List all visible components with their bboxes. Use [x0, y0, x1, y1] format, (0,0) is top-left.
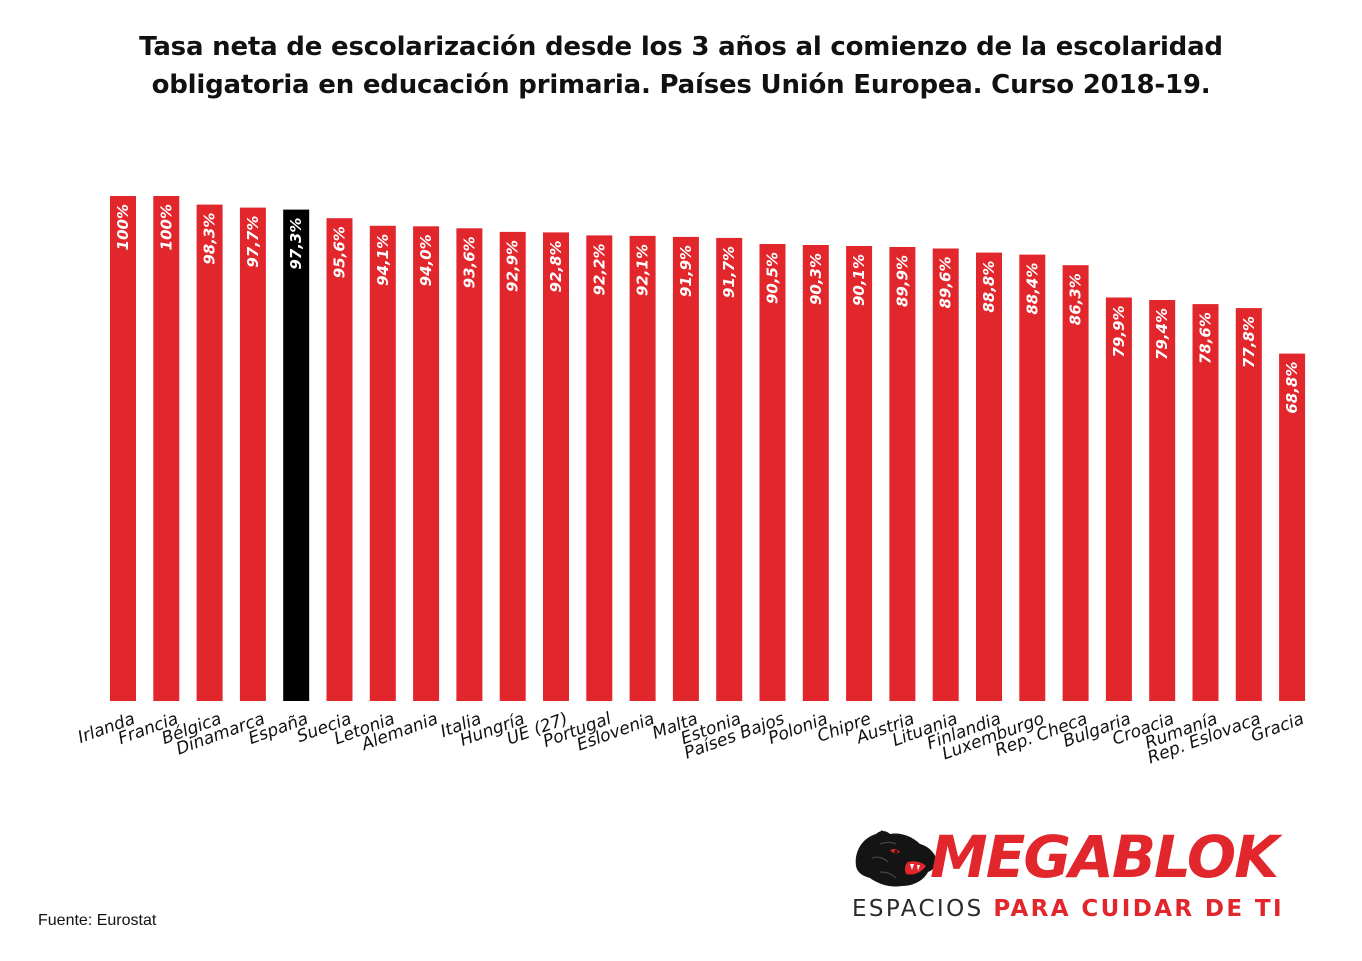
- bar-17: [802, 245, 829, 701]
- bar-21: [976, 252, 1002, 701]
- chart-title: Tasa neta de escolarización desde los 3 …: [20, 28, 1342, 104]
- value-label-28: 68,8%: [1283, 362, 1301, 414]
- value-label-24: 79,9%: [1110, 306, 1128, 358]
- bar-14: [672, 236, 699, 701]
- bar-12: [586, 235, 613, 701]
- bar-1: [110, 196, 136, 701]
- value-label-22: 88,4%: [1023, 263, 1041, 315]
- value-label-13: 92,1%: [634, 244, 652, 296]
- value-label-11: 92,8%: [547, 240, 565, 292]
- bar-25: [1149, 300, 1176, 701]
- brand-logo: MEGABLOK ESPACIOS PARA CUIDAR DE TI: [850, 822, 1320, 932]
- bar-11: [543, 232, 569, 701]
- value-label-10: 92,9%: [504, 240, 522, 292]
- value-label-17: 90,3%: [807, 253, 825, 305]
- value-label-16: 90,5%: [764, 252, 782, 304]
- bar-19: [889, 247, 916, 701]
- value-label-18: 90,1%: [850, 254, 868, 306]
- value-label-21: 88,8%: [980, 261, 998, 313]
- bar-15: [716, 237, 743, 701]
- bar-4: [239, 207, 266, 701]
- bar-20: [932, 248, 959, 701]
- value-label-6: 95,6%: [331, 226, 349, 278]
- value-label-4: 97,7%: [244, 216, 262, 268]
- brand-tagline-plain: ESPACIOS: [852, 896, 984, 922]
- bar-8: [413, 226, 440, 702]
- bar-24: [1105, 297, 1132, 701]
- category-labels-layer: IrlandaFranciaBélgicaDinamarcaEspañaSuec…: [75, 709, 1307, 769]
- value-label-20: 89,6%: [937, 257, 955, 309]
- value-label-25: 79,4%: [1153, 308, 1171, 360]
- value-label-15: 91,7%: [720, 246, 738, 298]
- bar-2: [153, 196, 180, 701]
- value-label-9: 93,6%: [460, 236, 478, 288]
- bar-28: [1279, 353, 1306, 701]
- value-label-14: 91,9%: [677, 245, 695, 297]
- value-label-26: 78,6%: [1197, 312, 1215, 364]
- bar-18: [846, 246, 873, 701]
- value-label-2: 100%: [157, 204, 175, 250]
- bar-13: [629, 235, 656, 701]
- bars-layer: [110, 196, 1306, 702]
- chart-title-line-2: obligatoria en educación primaria. Paíse…: [151, 70, 1211, 100]
- source-note: Fuente: Eurostat: [38, 912, 157, 929]
- value-label-19: 89,9%: [893, 255, 911, 307]
- value-label-23: 86,3%: [1067, 273, 1085, 325]
- bar-26: [1192, 304, 1219, 701]
- value-labels-layer: 100% 100% 98,3% 97,7% 97,3% 95,6% 94,1% 94,0% 93…: [114, 204, 1301, 414]
- bar-27: [1235, 308, 1262, 701]
- value-label-5: 97,3%: [287, 218, 305, 270]
- bar-10: [499, 231, 526, 701]
- bar-6: [326, 218, 353, 701]
- value-label-8: 94,0%: [417, 234, 435, 286]
- bar-9: [456, 228, 483, 702]
- bar-22: [1019, 254, 1046, 701]
- bar-3: [196, 204, 223, 701]
- value-label-3: 98,3%: [201, 213, 219, 265]
- value-label-1: 100%: [114, 204, 132, 250]
- brand-tagline-accent: PARA CUIDAR DE TI: [993, 896, 1284, 922]
- brand-name: MEGABLOK: [930, 823, 1279, 891]
- panther-head-icon: [855, 830, 937, 887]
- chart-title-line-1: Tasa neta de escolarización desde los 3 …: [139, 32, 1223, 62]
- bar-5: [283, 209, 310, 701]
- value-label-27: 77,8%: [1240, 316, 1258, 368]
- brand-tagline: ESPACIOS PARA CUIDAR DE TI: [852, 894, 1284, 924]
- value-label-12: 92,2%: [590, 243, 608, 295]
- bar-16: [759, 244, 786, 701]
- bar-23: [1062, 265, 1089, 701]
- bar-7: [369, 225, 396, 702]
- value-label-7: 94,1%: [374, 234, 392, 286]
